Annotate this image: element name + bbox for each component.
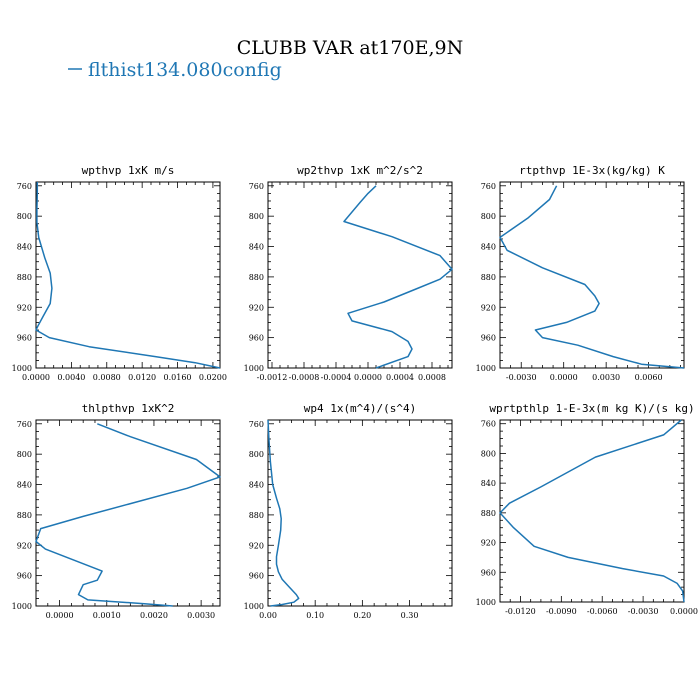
panel-title: thlpthvp 1xK^2 [82,402,175,415]
y-tick-label: 880 [17,511,32,520]
x-tick-label: 0.0060 [635,373,663,382]
panel-title: wp2thvp 1xK m^2/s^2 [297,164,423,177]
y-tick-label: 960 [17,334,32,343]
y-tick-label: 1000 [476,364,496,373]
y-tick-label: 920 [249,303,264,312]
x-tick-label: -0.0030 [628,607,659,616]
y-tick-label: 920 [17,303,32,312]
panel-2: wp2thvp 1xK m^2/s^2 760 800 840 880 920 960 100… [244,164,453,382]
panel-1: wpthvp 1xK m/s76080084088092096010000.00… [12,164,227,382]
y-tick-label: 800 [249,212,264,221]
plot-frame [267,181,453,369]
panel-3: rtpthvp 1E-3x(kg/kg) K 760 800 840 880 920 960… [476,164,685,382]
plot-frame [499,181,685,369]
y-tick-label: 960 [481,334,496,343]
panel-title: wpthvp 1xK m/s [82,164,175,177]
y-tick-label: 760 [249,182,264,191]
x-tick-label: -0.0012 [257,373,288,382]
y-tick-label: 880 [481,273,496,282]
x-tick-label: 0.0000 [22,373,50,382]
y-tick-label: 760 [249,420,264,429]
x-tick-label: -0.0120 [505,607,536,616]
y-tick-label: 800 [481,212,496,221]
y-tick-label: 1000 [12,602,32,611]
x-tick-label: 0.10 [306,611,324,620]
x-tick-label: 0.0080 [93,373,121,382]
y-tick-label: 760 [17,182,32,191]
y-tick-label: 920 [249,541,264,550]
x-tick-label: 0.0200 [199,373,227,382]
y-tick-label: 880 [249,511,264,520]
x-tick-label: 0.0000 [46,611,74,620]
x-tick-label: 0.0030 [592,373,620,382]
panel-title: wprtpthlp 1-E-3x(m kg K)/(s kg) [489,402,694,415]
y-tick-label: 1000 [476,598,496,607]
plot-frame [35,181,221,369]
figure-title: CLUBB VAR at170E,9N [237,37,463,59]
y-tick-label: 800 [481,449,496,458]
series-line [267,419,300,607]
x-tick-label: 0.00 [259,611,277,620]
series-line [35,423,221,607]
y-tick-label: 840 [17,481,32,490]
panel-4: thlpthvp 1xK^2 760 800 840 880 920 960 1000 0.00… [12,402,221,620]
y-tick-label: 840 [249,481,264,490]
y-tick-label: 800 [17,212,32,221]
panel-title: wp4 1x(m^4)/(s^4) [304,402,417,415]
y-tick-label: 760 [17,420,32,429]
x-tick-label: 0.0000 [354,373,382,382]
y-tick-label: 920 [481,539,496,548]
x-tick-label: 0.0004 [386,373,414,382]
y-tick-label: 800 [17,450,32,459]
series-line [343,185,453,369]
y-tick-label: 760 [481,420,496,429]
panel-title: rtpthvp 1E-3x(kg/kg) K [519,164,665,177]
y-tick-label: 960 [481,568,496,577]
x-tick-label: -0.0004 [321,373,352,382]
series-line [499,185,685,369]
panels-container: wpthvp 1xK m/s76080084088092096010000.00… [12,164,698,620]
x-tick-label: 0.0000 [550,373,578,382]
y-tick-label: 960 [249,572,264,581]
y-tick-label: 880 [249,273,264,282]
y-tick-label: 880 [481,509,496,518]
plot-frame [267,419,453,607]
x-tick-label: 0.0160 [164,373,192,382]
y-tick-label: 840 [249,243,264,252]
plot-frame [35,419,221,607]
x-tick-label: 0.30 [401,611,419,620]
y-tick-label: 1000 [244,602,264,611]
x-tick-label: 0.0000 [670,607,698,616]
x-tick-label: -0.0090 [546,607,577,616]
y-tick-label: 920 [17,541,32,550]
y-tick-label: 840 [481,243,496,252]
series-line [35,182,221,369]
y-tick-label: 1000 [12,364,32,373]
x-tick-label: 0.0020 [140,611,168,620]
x-tick-label: 0.0040 [57,373,85,382]
series-line [499,419,685,603]
panel-5: wp4 1x(m^4)/(s^4)76080084088092096010000… [244,402,453,620]
y-tick-label: 840 [481,479,496,488]
x-tick-label: 0.0010 [93,611,121,620]
y-tick-label: 960 [17,572,32,581]
x-tick-label: -0.0060 [587,607,618,616]
y-tick-label: 920 [481,303,496,312]
panel-6: wprtpthlp 1-E-3x(m kg K)/(s kg) 760 800 840… [476,402,698,616]
y-tick-label: 960 [249,334,264,343]
x-tick-label: 0.0008 [418,373,446,382]
legend-label: flthist134.080config [88,59,282,81]
y-tick-label: 840 [17,243,32,252]
y-tick-label: 800 [249,450,264,459]
x-tick-label: 0.0030 [187,611,215,620]
y-tick-label: 1000 [244,364,264,373]
x-tick-label: 0.0120 [128,373,156,382]
x-tick-label: -0.0030 [506,373,537,382]
y-tick-label: 880 [17,273,32,282]
legend: flthist134.080config [68,59,282,81]
x-tick-label: -0.0008 [289,373,320,382]
x-tick-label: 0.20 [353,611,371,620]
y-tick-label: 760 [481,182,496,191]
